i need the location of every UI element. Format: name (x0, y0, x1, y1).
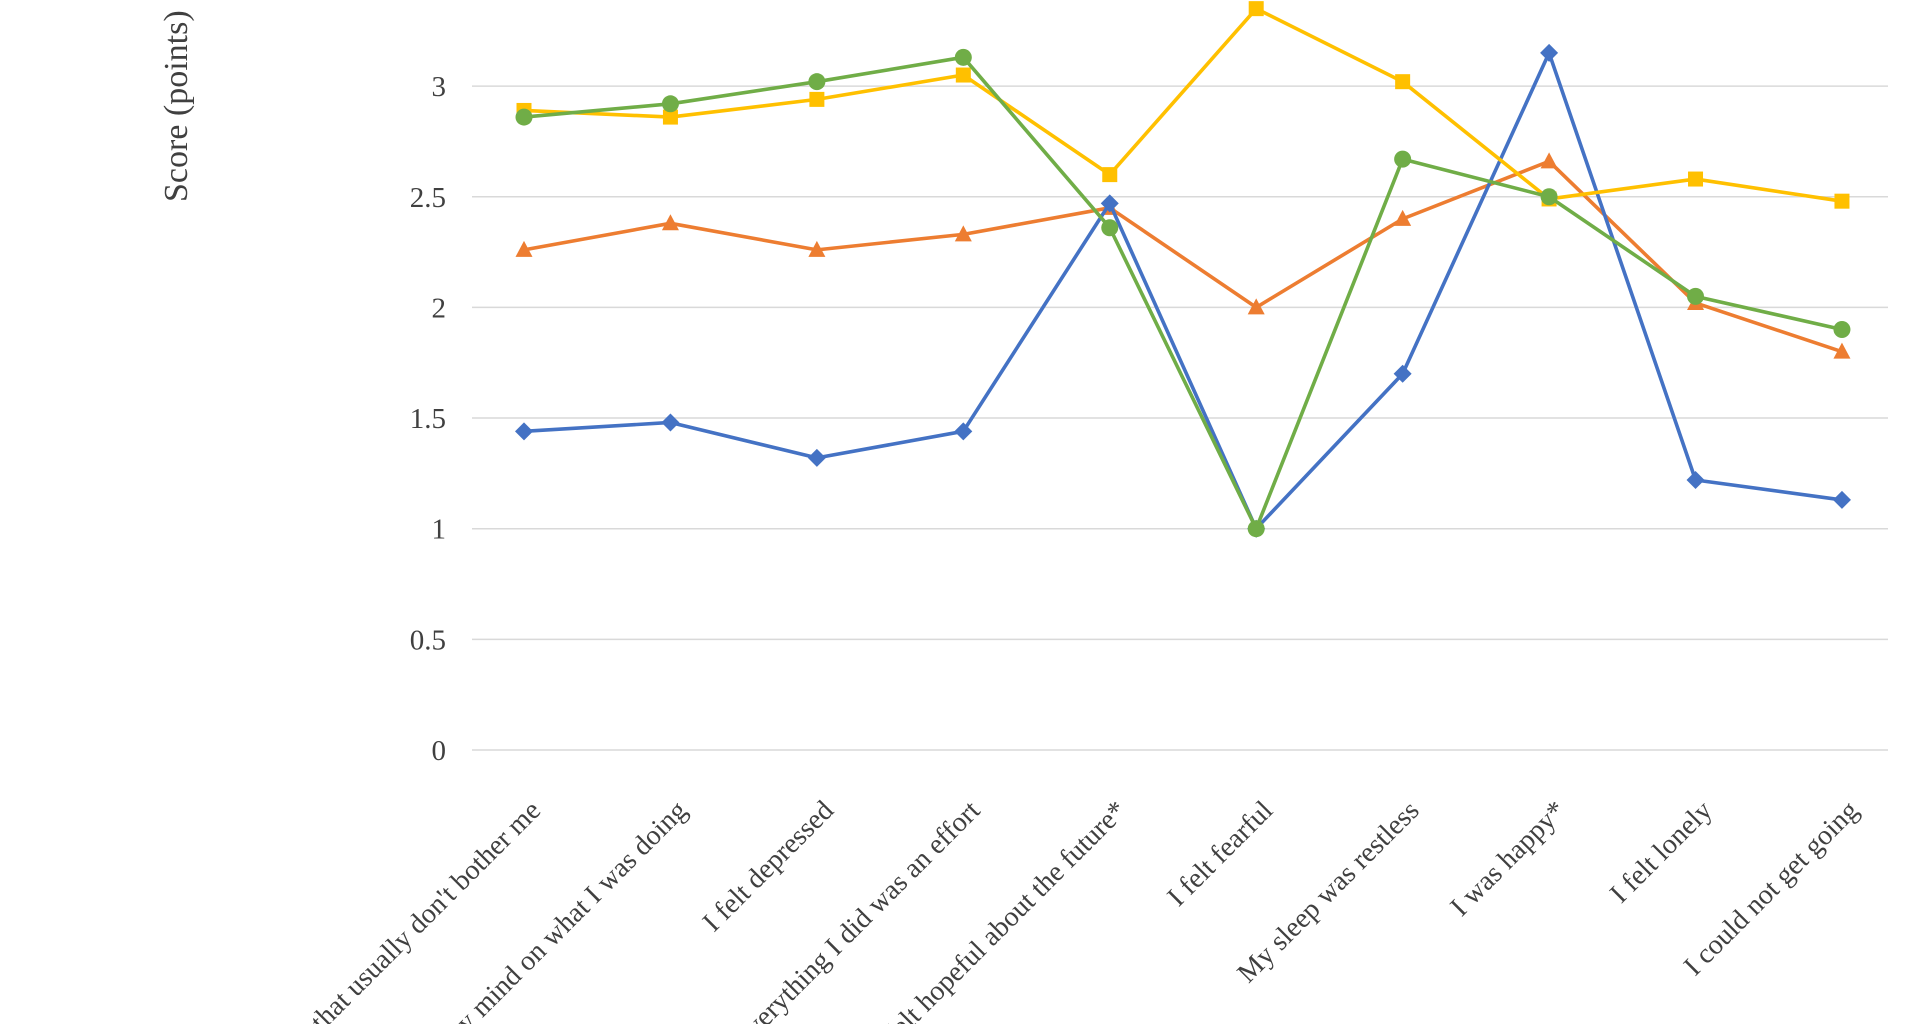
triangle-marker (1394, 209, 1412, 226)
square-marker (662, 109, 678, 125)
x-category-label: I felt hopeful about the future* (867, 795, 1132, 1024)
circle-marker (1540, 188, 1558, 206)
diamond-marker (661, 413, 680, 432)
y-tick-label: 2 (432, 292, 447, 324)
triangle-marker (515, 240, 533, 257)
y-tick-label: 1 (432, 514, 447, 546)
triangle-marker (1833, 342, 1851, 359)
square-marker (1834, 193, 1850, 209)
y-tick-label: 2.5 (410, 182, 446, 214)
circle-marker (808, 73, 826, 91)
blue-diamond-series-line (522, 51, 1844, 531)
triangle-marker (808, 240, 826, 257)
y-tick-label: 0.5 (410, 624, 446, 656)
x-category-label: I felt fearful (1162, 795, 1280, 913)
triangle-marker (954, 225, 972, 242)
square-marker (809, 91, 825, 107)
diamond-marker (515, 422, 533, 441)
green-circle-series-line (522, 55, 1844, 531)
diamond-marker (1393, 364, 1412, 383)
circle-marker (1687, 287, 1705, 305)
square-marker (955, 67, 971, 83)
square-marker (1248, 1, 1264, 17)
circle-marker (661, 95, 679, 113)
x-category-label: I felt depressed (697, 795, 840, 938)
orange-triangle-series-line (522, 159, 1844, 354)
circle-marker (1394, 150, 1412, 168)
x-category-label: I was happy* (1445, 795, 1572, 922)
square-marker (1395, 74, 1411, 90)
diamond-marker (1100, 194, 1119, 213)
y-tick-label: 0 (432, 735, 447, 767)
circle-marker (954, 48, 972, 66)
y-tick-label: 3 (432, 71, 447, 103)
diamond-marker (1686, 471, 1705, 490)
diamond-marker (1540, 43, 1559, 62)
triangle-marker (1247, 298, 1265, 315)
circle-marker (515, 108, 533, 126)
y-tick-label: 1.5 (410, 403, 446, 435)
x-category-label: I felt lonely (1604, 795, 1718, 909)
triangle-marker (1540, 152, 1558, 169)
square-marker (1688, 171, 1704, 187)
circle-marker (1833, 321, 1851, 339)
diamond-marker (807, 448, 826, 467)
diamond-marker (1832, 490, 1851, 509)
triangle-marker (661, 214, 679, 231)
x-category-label: I had trouble keeping my mind on what I … (261, 795, 693, 1024)
diamond-marker (954, 422, 973, 441)
circle-marker (1101, 219, 1119, 237)
square-marker (1102, 167, 1118, 183)
circle-marker (1247, 520, 1265, 538)
yellow-square-series-line (522, 6, 1844, 203)
